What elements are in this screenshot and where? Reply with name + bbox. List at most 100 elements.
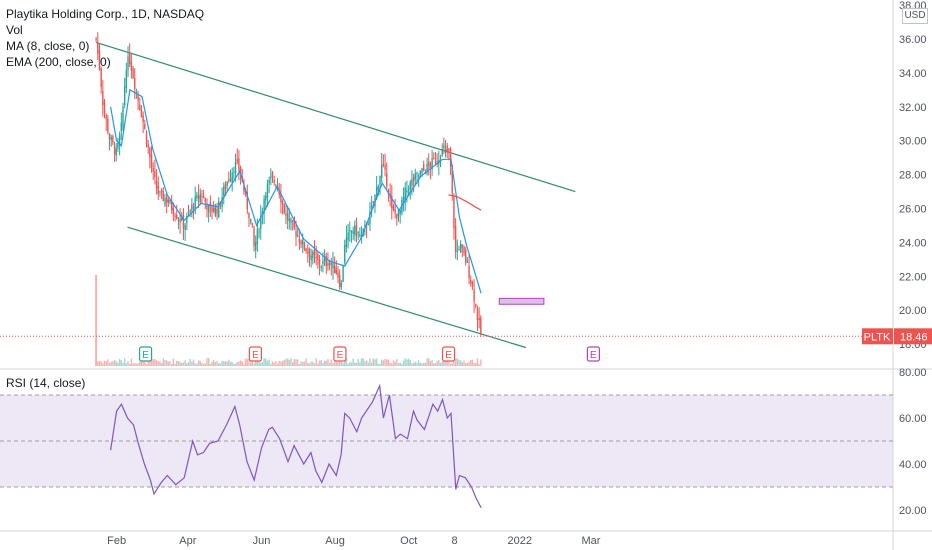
- candle-body: [191, 204, 193, 211]
- volume-bar: [134, 363, 136, 366]
- candle-body: [328, 262, 331, 265]
- earnings-marker[interactable]: E: [333, 346, 347, 362]
- candle-body: [459, 243, 462, 253]
- volume-bar: [251, 360, 254, 366]
- currency-label[interactable]: USD: [902, 8, 928, 24]
- volume-bar: [244, 358, 247, 366]
- time-tick-label: Mar: [581, 535, 600, 547]
- volume-bar: [384, 358, 386, 366]
- volume-bar: [253, 363, 255, 366]
- volume-bar: [310, 361, 312, 366]
- candle-body: [402, 196, 405, 203]
- candle-body: [107, 118, 109, 133]
- volume-bar: [129, 363, 131, 366]
- candle-body: [302, 239, 304, 245]
- volume-bar: [345, 358, 348, 366]
- candle-body: [160, 189, 163, 192]
- candle-body: [239, 167, 242, 176]
- volume-bar: [184, 360, 186, 366]
- candle-body: [475, 304, 477, 307]
- volume-bar: [404, 358, 406, 366]
- volume-bar: [182, 362, 185, 366]
- volume-bar: [456, 358, 459, 366]
- volume-bar: [428, 358, 430, 366]
- candle-body: [155, 180, 158, 188]
- candle-body: [298, 238, 301, 243]
- candle-body: [129, 54, 131, 64]
- volume-bar: [423, 363, 425, 366]
- earnings-marker-box[interactable]: [333, 346, 347, 362]
- earnings-marker-box[interactable]: [248, 346, 263, 362]
- volume-bar: [249, 362, 252, 366]
- candle-body: [186, 215, 188, 224]
- earnings-marker[interactable]: E: [248, 346, 263, 362]
- candle-body: [144, 123, 146, 129]
- earnings-marker-box[interactable]: [138, 346, 153, 362]
- candle-body: [100, 68, 102, 88]
- volume-bar: [352, 358, 354, 366]
- volume-bar: [377, 363, 380, 366]
- candle-body: [214, 206, 217, 216]
- channel-lower-line[interactable]: [127, 226, 526, 349]
- volume-bar: [187, 361, 190, 366]
- earnings-marker[interactable]: E: [138, 346, 153, 362]
- candle-body: [443, 145, 445, 149]
- volume-bar: [406, 359, 408, 366]
- volume-bar: [449, 363, 452, 366]
- volume-bar: [397, 363, 400, 366]
- candle-body: [327, 263, 329, 266]
- candle-body: [293, 217, 296, 228]
- volume-bar: [202, 363, 205, 366]
- price-tick-label: 30.00: [899, 136, 927, 148]
- candle-body: [349, 230, 351, 232]
- volume-bar: [332, 362, 334, 366]
- earnings-marker-box[interactable]: [586, 346, 600, 362]
- earnings-marker[interactable]: E: [586, 346, 600, 362]
- candle-body: [305, 248, 307, 252]
- candle-body: [307, 252, 309, 254]
- candle-body: [197, 196, 200, 199]
- candle-body: [219, 202, 222, 206]
- earnings-marker-box[interactable]: [441, 346, 456, 362]
- candle-body: [409, 182, 411, 191]
- candle-body: [169, 199, 171, 203]
- candle-body: [95, 38, 97, 40]
- candle-body: [295, 230, 297, 237]
- volume-bar: [416, 362, 418, 366]
- candle-body: [248, 212, 250, 219]
- candle-body: [339, 275, 341, 288]
- candle-body: [286, 212, 289, 221]
- channel-upper-line[interactable]: [95, 41, 576, 193]
- candle-body: [216, 208, 218, 214]
- volume-bar: [239, 360, 242, 366]
- volume-bar: [261, 361, 264, 366]
- candle-body: [397, 210, 400, 217]
- last-price-tag[interactable]: [894, 328, 932, 345]
- volume-bar: [231, 362, 233, 366]
- candle-body: [375, 187, 378, 198]
- volume-bar: [453, 360, 455, 366]
- candle-body: [249, 218, 252, 223]
- symbol-tag-label: PLTK: [864, 331, 891, 343]
- candle-body: [231, 172, 233, 183]
- target-zone-box[interactable]: [498, 297, 545, 305]
- candle-body: [145, 132, 148, 144]
- earnings-marker[interactable]: E: [441, 346, 456, 362]
- candle-body: [263, 198, 265, 214]
- volume-bar: [152, 359, 154, 366]
- time-tick-label: Jun: [253, 535, 271, 547]
- volume-bar: [365, 360, 368, 366]
- volume-bar: [281, 360, 284, 366]
- candle-body: [428, 161, 430, 166]
- candle-body: [387, 190, 390, 193]
- volume-bar: [110, 361, 112, 366]
- volume-bar: [426, 358, 428, 366]
- volume-bar: [108, 362, 111, 366]
- candle-body: [209, 202, 212, 207]
- candle-body: [325, 255, 327, 266]
- volume-bar: [177, 361, 180, 366]
- candle-body: [465, 249, 467, 263]
- volume-bar: [276, 363, 279, 366]
- volume-bar: [112, 361, 114, 366]
